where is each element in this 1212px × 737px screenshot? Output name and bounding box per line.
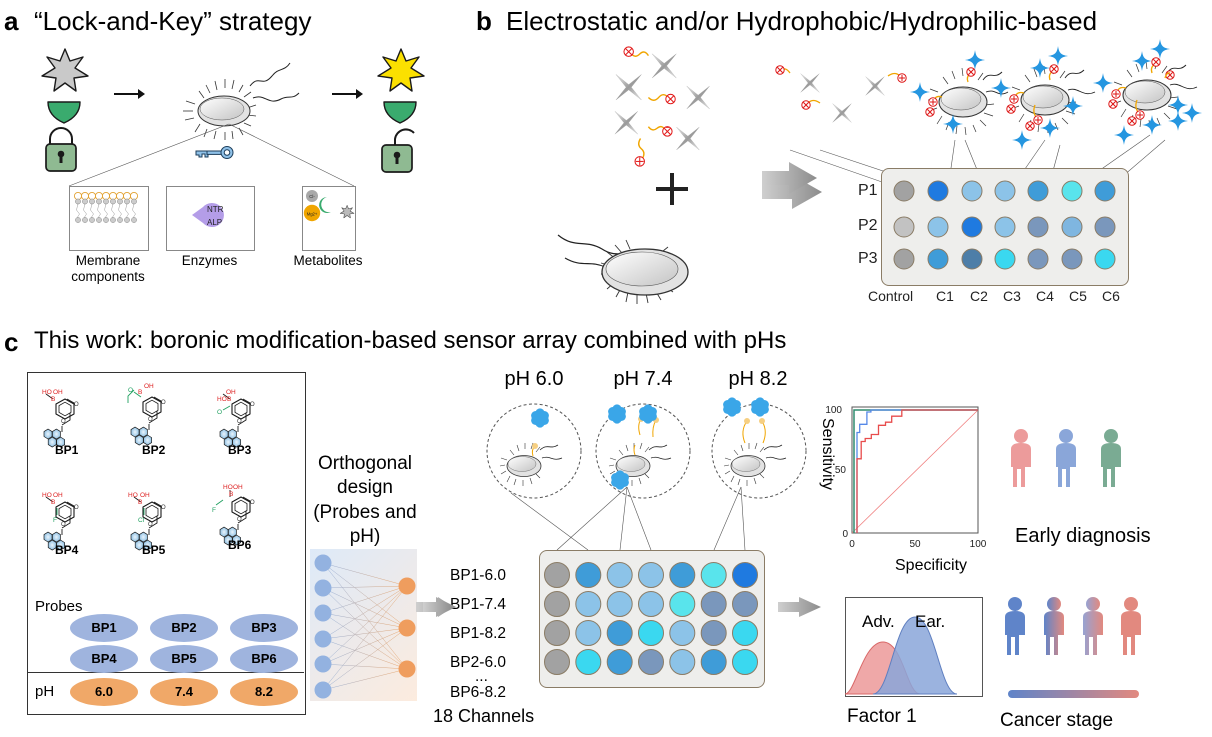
svg-text:Cl: Cl [138, 517, 145, 524]
svg-text:B: B [138, 389, 142, 396]
svg-text:OH: OH [53, 492, 63, 499]
svg-text:F: F [53, 517, 57, 524]
svg-text:50: 50 [909, 539, 921, 550]
svg-text:Mg2+: Mg2+ [307, 211, 318, 216]
svg-text:OH: OH [144, 383, 154, 390]
svg-text:Cl-: Cl- [309, 194, 315, 199]
svg-text:0: 0 [842, 529, 848, 540]
svg-text:OH: OH [233, 484, 243, 491]
svg-text:HO: HO [217, 396, 227, 403]
svg-text:HO: HO [42, 389, 52, 396]
svg-text:O: O [61, 522, 66, 528]
svg-text:O: O [74, 505, 79, 511]
svg-text:O: O [250, 402, 255, 408]
svg-text:B: B [138, 499, 142, 506]
svg-text:O: O [74, 402, 79, 408]
svg-text:NTR: NTR [207, 205, 224, 214]
svg-text:HO: HO [42, 492, 52, 499]
svg-text:O: O [161, 400, 166, 406]
svg-text:O: O [61, 419, 66, 425]
svg-text:ALP: ALP [207, 218, 222, 227]
svg-text:HO: HO [128, 492, 138, 499]
svg-text:100: 100 [970, 539, 987, 550]
svg-text:OH: OH [53, 389, 63, 396]
svg-text:O: O [217, 409, 222, 416]
svg-text:O: O [237, 517, 242, 523]
svg-text:OH: OH [140, 492, 150, 499]
svg-text:B: B [51, 499, 55, 506]
svg-text:O: O [161, 505, 166, 511]
svg-text:0: 0 [849, 539, 855, 550]
svg-text:O: O [250, 500, 255, 506]
svg-text:100: 100 [825, 405, 842, 416]
svg-text:B: B [229, 491, 233, 498]
svg-text:50: 50 [835, 465, 847, 476]
svg-text:O: O [148, 417, 153, 423]
svg-text:HO: HO [223, 484, 233, 491]
svg-text:F: F [212, 507, 216, 514]
svg-text:B: B [227, 396, 231, 403]
svg-text:B: B [51, 396, 55, 403]
svg-text:OH: OH [226, 389, 236, 396]
svg-text:O: O [148, 522, 153, 528]
svg-text:O: O [237, 419, 242, 425]
